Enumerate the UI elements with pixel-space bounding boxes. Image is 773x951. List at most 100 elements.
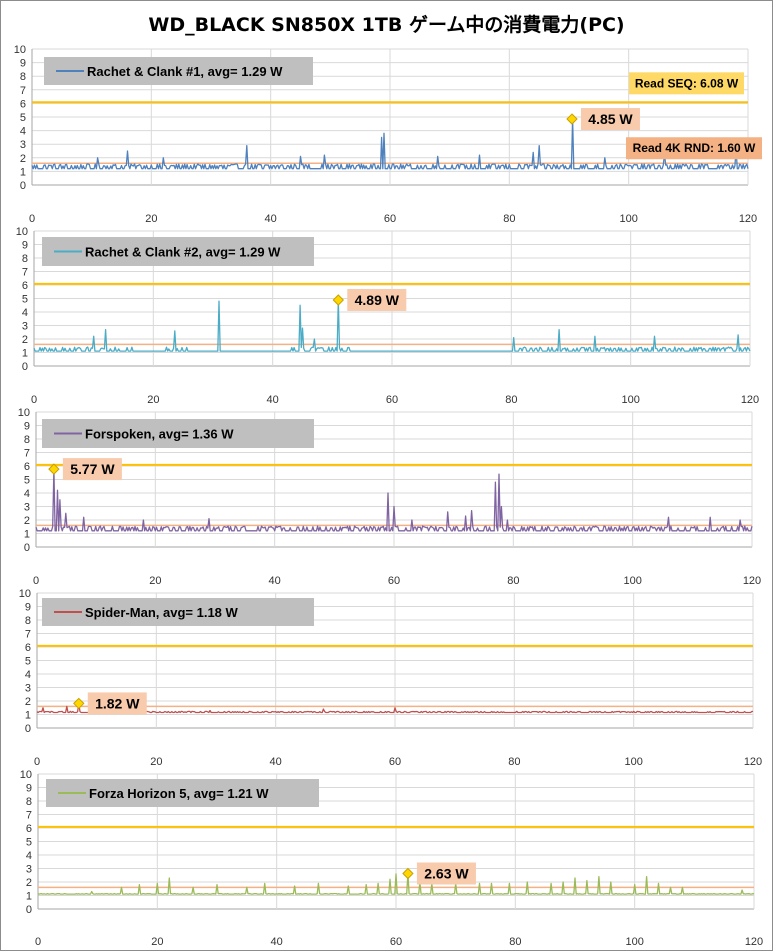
legend-box <box>46 779 319 807</box>
series-line <box>36 702 754 714</box>
y-tick-label: 3 <box>20 139 26 151</box>
y-tick-label: 5 <box>26 837 32 849</box>
x-tick-label: 80 <box>509 936 521 948</box>
y-tick-label: 0 <box>20 180 26 192</box>
y-tick-label: 5 <box>24 475 30 487</box>
ref-rnd-label: Read 4K RND: 1.60 W <box>633 141 756 155</box>
x-tick-label: 0 <box>31 394 37 406</box>
y-tick-label: 7 <box>26 810 32 822</box>
y-tick-label: 2 <box>24 515 30 527</box>
x-tick-label: 120 <box>743 575 761 587</box>
y-tick-label: 2 <box>25 696 31 708</box>
x-tick-label: 120 <box>745 936 763 948</box>
x-tick-label: 0 <box>35 936 41 948</box>
legend-label: Rachet & Clank #1, avg= 1.29 W <box>87 64 283 79</box>
series-line <box>33 299 751 352</box>
peak-callout-label: 2.63 W <box>424 865 469 881</box>
peak-marker <box>566 113 578 125</box>
x-tick-label: 120 <box>744 756 762 768</box>
peak-marker <box>48 463 60 475</box>
x-tick-label: 60 <box>388 575 400 587</box>
y-tick-label: 8 <box>25 615 31 627</box>
x-tick-label: 80 <box>507 575 519 587</box>
y-tick-label: 6 <box>25 642 31 654</box>
x-tick-label: 80 <box>508 756 520 768</box>
page-title: WD_BLACK SN850X 1TB ゲーム中の消費電力(PC) <box>148 14 625 36</box>
series-line <box>37 872 755 895</box>
legend-box <box>42 419 314 448</box>
y-tick-label: 4 <box>25 669 31 681</box>
y-tick-label: 7 <box>24 448 30 460</box>
y-tick-label: 0 <box>22 361 28 373</box>
y-tick-label: 1 <box>24 529 30 541</box>
y-tick-label: 7 <box>20 85 26 97</box>
x-tick-label: 40 <box>270 756 282 768</box>
x-tick-label: 100 <box>623 575 641 587</box>
y-tick-label: 5 <box>20 112 26 124</box>
y-tick-label: 10 <box>19 588 31 600</box>
y-tick-label: 3 <box>26 864 32 876</box>
x-tick-label: 0 <box>29 213 35 225</box>
peak-callout-label: 5.77 W <box>70 461 115 477</box>
y-tick-label: 2 <box>26 877 32 889</box>
x-tick-label: 120 <box>741 394 759 406</box>
peak-callout-label: 4.89 W <box>355 292 400 308</box>
y-tick-label: 1 <box>26 891 32 903</box>
y-tick-label: 9 <box>20 58 26 70</box>
ref-seq-box <box>629 72 744 95</box>
x-tick-label: 80 <box>505 394 517 406</box>
x-tick-label: 40 <box>271 936 283 948</box>
ref-rnd-box <box>626 137 762 160</box>
legend-label: Forza Horizon 5, avg= 1.21 W <box>89 786 269 801</box>
x-tick-label: 20 <box>151 936 163 948</box>
peak-callout-box <box>416 862 476 885</box>
y-tick-label: 10 <box>14 44 26 56</box>
peak-callout-box <box>62 458 122 481</box>
x-tick-label: 60 <box>386 394 398 406</box>
y-tick-label: 5 <box>25 656 31 668</box>
y-tick-label: 9 <box>22 240 28 252</box>
x-tick-label: 100 <box>621 394 639 406</box>
x-tick-label: 100 <box>619 213 637 225</box>
y-tick-label: 4 <box>20 126 26 138</box>
x-tick-label: 20 <box>145 213 157 225</box>
peak-marker <box>73 697 85 710</box>
peak-marker <box>332 294 345 306</box>
y-tick-label: 1 <box>22 348 28 360</box>
y-tick-label: 8 <box>26 796 32 808</box>
y-tick-label: 10 <box>16 226 28 238</box>
x-tick-label: 100 <box>625 936 643 948</box>
y-tick-label: 6 <box>24 461 30 473</box>
x-tick-label: 0 <box>33 575 39 587</box>
series-line <box>31 118 749 170</box>
y-tick-label: 10 <box>20 769 32 781</box>
y-tick-label: 4 <box>26 850 32 862</box>
y-tick-label: 9 <box>25 602 31 614</box>
y-tick-label: 8 <box>24 434 30 446</box>
y-tick-label: 5 <box>22 294 28 306</box>
ref-seq-label: Read SEQ: 6.08 W <box>635 76 739 90</box>
y-tick-label: 0 <box>25 723 31 735</box>
y-tick-label: 2 <box>20 153 26 165</box>
y-tick-label: 3 <box>24 502 30 514</box>
y-tick-label: 6 <box>22 280 28 292</box>
x-tick-label: 60 <box>389 756 401 768</box>
y-tick-label: 1 <box>20 166 26 178</box>
y-tick-label: 1 <box>25 710 31 722</box>
x-tick-label: 60 <box>390 936 402 948</box>
legend-label: Spider-Man, avg= 1.18 W <box>85 605 239 620</box>
y-tick-label: 7 <box>22 267 28 279</box>
legend-box <box>42 598 314 626</box>
x-tick-label: 80 <box>503 213 515 225</box>
x-tick-label: 20 <box>150 756 162 768</box>
x-tick-label: 40 <box>269 575 281 587</box>
x-tick-label: 60 <box>384 213 396 225</box>
legend-box <box>42 237 314 266</box>
x-tick-label: 20 <box>147 394 159 406</box>
x-tick-label: 100 <box>624 756 642 768</box>
y-tick-label: 4 <box>24 488 30 500</box>
peak-marker <box>402 867 414 880</box>
